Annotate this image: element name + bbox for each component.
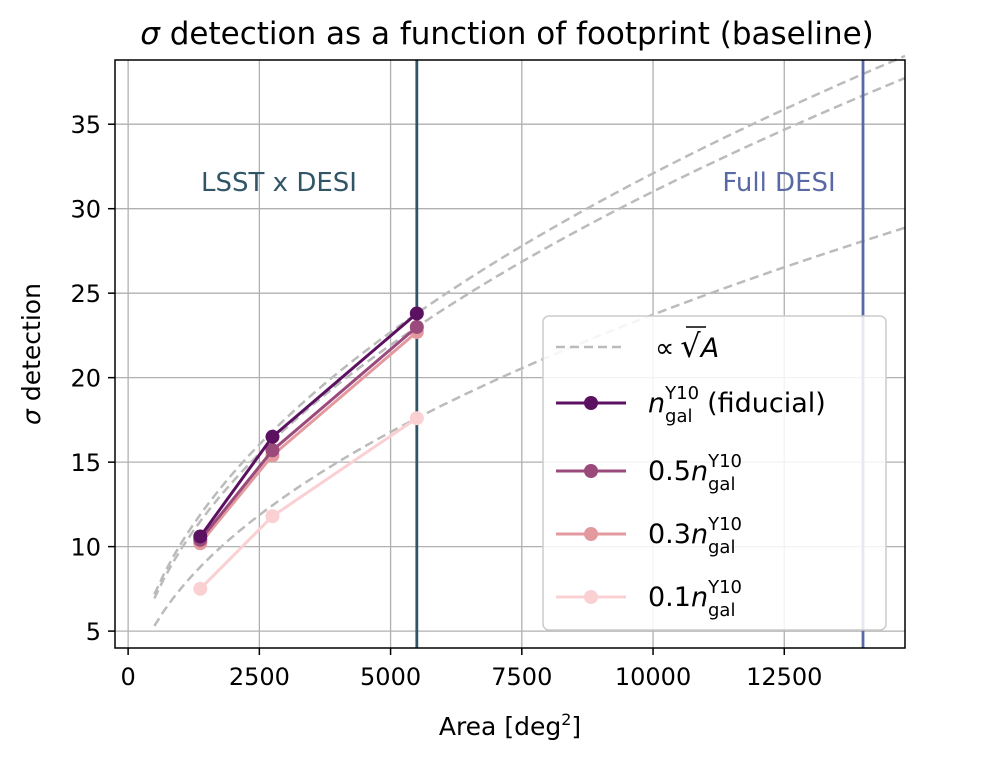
legend-sqrt-label: ∝ √A [655,327,719,365]
legend-series-label: 0.1nY10 gal [648,577,742,621]
y-tick-label: 10 [70,534,101,562]
x-tick-label: 5000 [360,663,421,691]
y-tick-label: 25 [70,280,101,308]
x-tick-label: 7500 [491,663,552,691]
series-point [409,306,424,321]
legend-series-label: 0.3nY10 gal [648,514,742,558]
legend: ∝ √A nY10 gal (fiducial) 0.5nY10 gal 0.3nY10 g… [542,315,887,631]
legend-box [542,315,887,631]
legend-series-label: 0.5nY10 gal [648,451,742,495]
x-axis-ticks: 0 2500 5000 7500 10000 12500 [120,648,822,691]
series-point [409,319,424,334]
y-tick-label: 35 [70,111,101,139]
series-point [265,509,280,524]
legend-series-marker [584,396,598,410]
sqrt-reference-curve [153,54,906,595]
series-point [265,443,280,458]
y-axis-label: σ detection [17,283,46,425]
data-series [193,306,424,596]
legend-series-label: nY10 gal (fiducial) [648,383,826,427]
lsst-desi-annotation: LSST x DESI [201,168,357,198]
sqrt-reference-curves [153,54,906,627]
series-point [265,429,280,444]
y-tick-label: 5 [86,618,101,646]
x-tick-label: 10000 [615,663,691,691]
full-desi-annotation: Full DESI [722,168,835,198]
plot-frame [114,59,906,649]
legend-series-items: nY10 gal (fiducial) 0.5nY10 gal 0.3nY10 gal 0.… [556,383,826,621]
y-tick-label: 20 [70,365,101,393]
y-tick-label: 30 [70,196,101,224]
x-tick-label: 0 [120,663,135,691]
chart-title: σ detection as a function of footprint (… [140,16,874,52]
x-tick-label: 2500 [229,663,290,691]
series-point [193,581,208,596]
y-axis-ticks: 5 10 15 20 25 30 35 [70,111,115,646]
legend-series-marker [584,464,598,478]
y-tick-label: 15 [70,449,101,477]
x-axis-label: Area [deg2] [439,710,581,741]
sqrt-reference-curve [153,226,906,627]
legend-series-marker [584,527,598,541]
series-point [409,411,424,426]
x-tick-label: 12500 [746,663,822,691]
legend-series-marker [584,590,598,604]
series-point [193,529,208,544]
